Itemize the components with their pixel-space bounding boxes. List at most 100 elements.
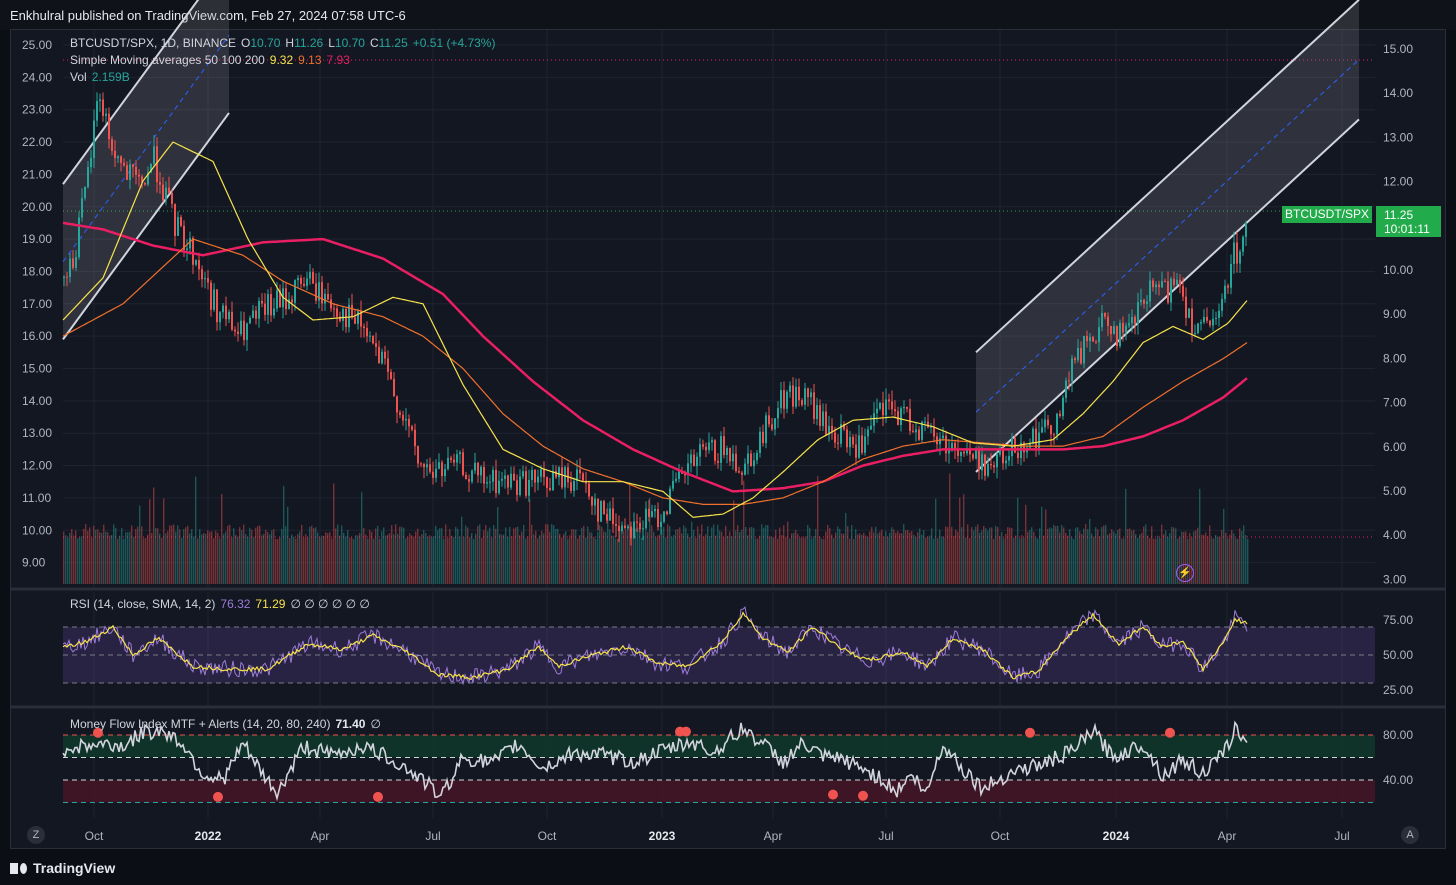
volume-bar [1025, 504, 1027, 584]
candle-body [993, 465, 995, 468]
auto-scale-button[interactable]: A [1401, 826, 1419, 844]
candle-body [405, 418, 407, 421]
volume-bar [931, 528, 933, 584]
candle-body [297, 277, 299, 281]
candle-body [1191, 308, 1193, 334]
volume-bar [323, 535, 325, 584]
volume-bar [353, 538, 355, 584]
candle-body [192, 237, 194, 265]
volume-bar [1065, 532, 1067, 584]
volume-bar [579, 535, 581, 584]
candle-body [108, 113, 110, 140]
candle-body [81, 198, 83, 218]
candle-body [105, 113, 107, 116]
candle-body [741, 472, 743, 475]
rsi-pane [62, 606, 1375, 686]
candle-body [861, 435, 863, 453]
right-axis-tick: 13.00 [1383, 130, 1413, 144]
volume-bar [627, 524, 629, 584]
candle-body [144, 182, 146, 185]
volume-bar [721, 531, 723, 584]
candle-body [1143, 299, 1145, 304]
candle-body [1023, 442, 1025, 453]
volume-bar [551, 524, 553, 584]
candle-body [945, 435, 947, 454]
candle-body [69, 258, 71, 277]
candle-body [264, 303, 266, 315]
volume-bar [933, 538, 935, 584]
volume-bar [1035, 537, 1037, 584]
candle-body [591, 496, 593, 506]
volume-bar [709, 535, 711, 584]
volume-bar [751, 526, 753, 584]
volume-bar [691, 521, 693, 584]
volume-bar [783, 525, 785, 584]
volume-bar [287, 506, 289, 584]
candle-body [369, 335, 371, 337]
volume-bar [613, 535, 615, 584]
volume-bar [699, 533, 701, 584]
volume-bar [247, 537, 249, 584]
volume-bar [1213, 538, 1215, 584]
volume-bar [367, 538, 369, 584]
candle-body [1140, 299, 1142, 303]
volume-bar [87, 530, 89, 584]
volume-bar [491, 537, 493, 584]
tradingview-logo[interactable]: TradingView [10, 860, 115, 876]
candle-body [273, 308, 275, 316]
candle-body [783, 390, 785, 409]
volume-bar [307, 537, 309, 584]
volume-bar [831, 534, 833, 584]
timezone-button[interactable]: Z [27, 826, 45, 844]
volume-bar [213, 538, 215, 584]
volume-bar [903, 524, 905, 584]
volume-bar [1187, 538, 1189, 584]
volume-bar [329, 532, 331, 584]
volume-bar [1033, 531, 1035, 584]
lightning-icon[interactable]: ⚡ [1176, 564, 1194, 582]
volume-bar [667, 524, 669, 584]
candle-body [924, 421, 926, 423]
volume-bar [473, 538, 475, 584]
volume-bar [1247, 538, 1249, 584]
volume-bar [161, 537, 163, 584]
candle-body [828, 425, 830, 435]
volume-bar [221, 494, 223, 584]
candle-body [354, 317, 356, 324]
parallel-channels[interactable] [62, 0, 1360, 473]
volume-bar [1239, 528, 1241, 584]
channel-2023-fill [976, 0, 1359, 473]
x-axis-tick: Oct [991, 829, 1010, 843]
volume-bar [223, 533, 225, 584]
candle-body [882, 402, 884, 416]
volume-bar [313, 527, 315, 584]
volume-bar [927, 536, 929, 584]
volume-bar [1219, 537, 1221, 584]
volume-bar [139, 505, 141, 584]
channel-2021-lower [62, 112, 230, 340]
volume-bar [739, 531, 741, 584]
candle-body [690, 454, 692, 464]
candle-body [996, 454, 998, 468]
candle-body [633, 521, 635, 539]
candle-body [780, 390, 782, 409]
candle-body [1041, 427, 1043, 433]
volume-bar [607, 503, 609, 584]
candle-body [216, 289, 218, 323]
candle-body [762, 431, 764, 444]
volume-bar [1149, 538, 1151, 584]
volume-bar [521, 531, 523, 584]
candle-body [723, 436, 725, 455]
volume-bar [937, 538, 939, 584]
candle-body [396, 396, 398, 413]
volume-bar [105, 531, 107, 584]
candle-body [114, 150, 116, 159]
candle-body [345, 309, 347, 328]
volume-bar [619, 528, 621, 584]
low-label: L [328, 36, 335, 50]
candle-body [138, 174, 140, 177]
volume-bar [375, 528, 377, 584]
candle-body [168, 187, 170, 193]
volume-bar [1045, 509, 1047, 584]
